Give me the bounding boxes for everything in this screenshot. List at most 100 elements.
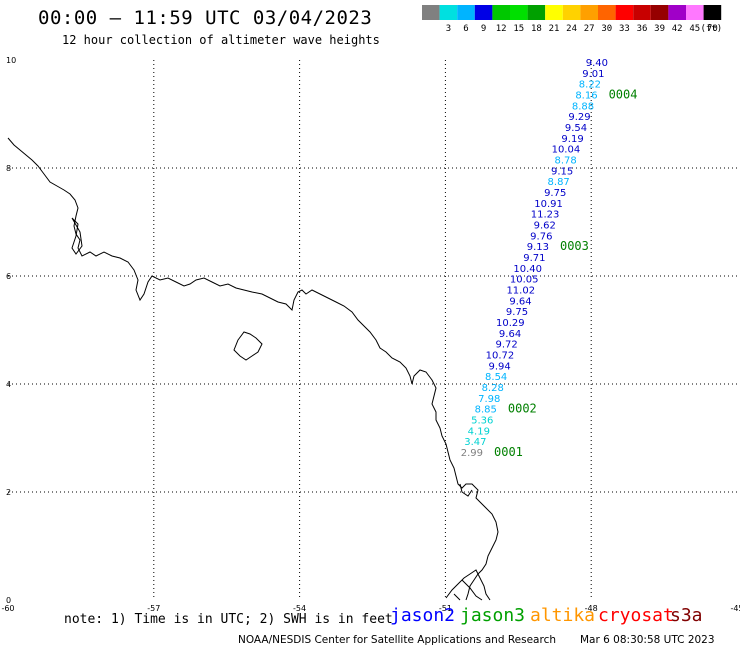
wave-height-value: 9.54: [565, 123, 587, 134]
wave-height-value: 9.13: [527, 242, 549, 253]
track-time-label: 0003: [560, 239, 589, 253]
map-title: 00:00 – 11:59 UTC 03/04/2023: [38, 7, 373, 29]
coastline-amazon-mouth: [453, 579, 483, 601]
lon-tick-label: -48: [585, 604, 598, 613]
color-bin: [474, 5, 493, 20]
satellite-s3a: s3a: [670, 605, 703, 626]
wave-height-value: 9.94: [489, 361, 511, 372]
wave-height-value: 8.78: [554, 156, 576, 167]
wave-height-value: 5.36: [471, 416, 493, 427]
color-bin: [492, 5, 510, 20]
color-bin: [422, 5, 440, 20]
color-bin: [650, 5, 669, 20]
coastline: [7, 137, 499, 601]
lat-tick-label: 6: [6, 272, 11, 281]
color-scale-legend: 3 6 9 12 15 18 21 24 27 30 33 36 39 42 45 70(ft): [422, 5, 723, 34]
coastline-mainland: [7, 137, 499, 601]
wave-height-value: 10.29: [496, 318, 525, 329]
wave-height-value: 9.64: [509, 296, 531, 307]
satellite-altika: altika: [530, 605, 596, 626]
color-bin: [615, 5, 634, 20]
color-bin-label: 12: [496, 24, 507, 34]
color-bin-label: 39: [654, 24, 665, 34]
lat-tick-label: 4: [6, 380, 11, 389]
lat-tick-label: 0: [6, 596, 11, 605]
coastline-island: [233, 331, 263, 361]
color-bin-label: 24: [566, 24, 577, 34]
color-bin-label: 3: [446, 24, 451, 34]
color-bin-label: 45: [689, 24, 700, 34]
wave-height-value: 9.75: [544, 188, 566, 199]
lon-tick-label: -45: [730, 604, 740, 613]
coastline-inlet: [459, 483, 473, 497]
color-bin: [598, 5, 616, 20]
color-bin: [703, 5, 722, 20]
wave-height-value: 9.15: [551, 166, 573, 177]
wave-height-value: 8.22: [579, 80, 601, 91]
axis-tick-labels: -60 -57 -54 -51 -48 -45 10 8 6 4 2 0: [1, 56, 740, 613]
color-bin: [545, 5, 563, 20]
lat-tick-label: 2: [6, 488, 11, 497]
color-bin: [439, 5, 458, 20]
wave-height-value: 10.40: [513, 264, 542, 275]
wave-height-value: 10.91: [534, 199, 563, 210]
lon-tick-label: -51: [439, 604, 452, 613]
wave-height-value: 9.62: [534, 221, 556, 232]
wave-height-value: 9.76: [530, 231, 552, 242]
wave-height-value: 11.23: [531, 210, 560, 221]
wave-height-value: 9.19: [561, 134, 583, 145]
footnote: note: 1) Time is in UTC; 2) SWH is in fe…: [64, 612, 393, 627]
wave-height-value: 8.16: [575, 91, 597, 102]
color-bin-label: 21: [549, 24, 560, 34]
lon-tick-label: -57: [147, 604, 160, 613]
satellite-jason3: jason3: [460, 605, 526, 626]
wave-height-value: 9.75: [506, 307, 528, 318]
wave-height-value: 9.40: [586, 58, 608, 69]
color-bin: [668, 5, 686, 20]
wave-height-value: 3.47: [464, 437, 486, 448]
satellite-jason2: jason2: [390, 605, 456, 626]
coastline-lake: [71, 217, 83, 255]
wave-height-value: 8.85: [475, 405, 497, 416]
color-bin: [580, 5, 598, 20]
wave-height-value: 8.87: [548, 177, 570, 188]
wave-height-value: 9.71: [523, 253, 545, 264]
color-scale-unit: (ft): [701, 24, 723, 34]
color-bin-label: 9: [481, 24, 486, 34]
color-bin-label: 6: [463, 24, 468, 34]
wave-height-value: 9.64: [499, 329, 521, 340]
wave-height-value: 9.01: [582, 69, 604, 80]
wave-height-value: 2.99: [461, 448, 483, 459]
color-bin-label: 42: [672, 24, 683, 34]
wave-height-value: 10.72: [486, 351, 515, 362]
color-bin: [510, 5, 528, 20]
credit-line: NOAA/NESDIS Center for Satellite Applica…: [238, 634, 556, 646]
lat-lon-grid: [8, 60, 737, 600]
wave-height-value: 8.88: [572, 101, 594, 112]
wave-height-value: 7.98: [478, 394, 500, 405]
track-time-label: 0002: [508, 402, 537, 416]
color-bin-label: 33: [619, 24, 630, 34]
satellite-cryosat: cryosat: [598, 605, 674, 626]
lon-tick-label: -60: [1, 604, 14, 613]
lat-tick-label: 8: [6, 164, 11, 173]
map-subtitle: 12 hour collection of altimeter wave hei…: [62, 33, 380, 47]
wave-height-value: 10.04: [552, 145, 581, 156]
color-bin-label: 70: [707, 24, 718, 34]
color-bin: [562, 5, 581, 20]
wave-height-value: 8.28: [482, 383, 504, 394]
coastline-marajo: [445, 569, 491, 601]
wave-height-value: 10.05: [510, 275, 539, 286]
wave-height-value: 9.72: [495, 340, 517, 351]
altimeter-track: 9.409.018.228.168.889.299.549.1910.048.7…: [461, 58, 608, 459]
wave-height-value: 8.54: [485, 372, 507, 383]
color-bin-label: 36: [637, 24, 648, 34]
color-bin: [686, 5, 704, 20]
track-time-labels: 0004 0003 0002 0001: [494, 88, 637, 460]
track-time-label: 0004: [609, 88, 638, 102]
generation-timestamp: Mar 6 08:30:58 UTC 2023: [580, 634, 715, 646]
color-bin: [527, 5, 546, 20]
wave-height-value: 11.02: [506, 286, 535, 297]
lon-tick-label: -54: [293, 604, 306, 613]
